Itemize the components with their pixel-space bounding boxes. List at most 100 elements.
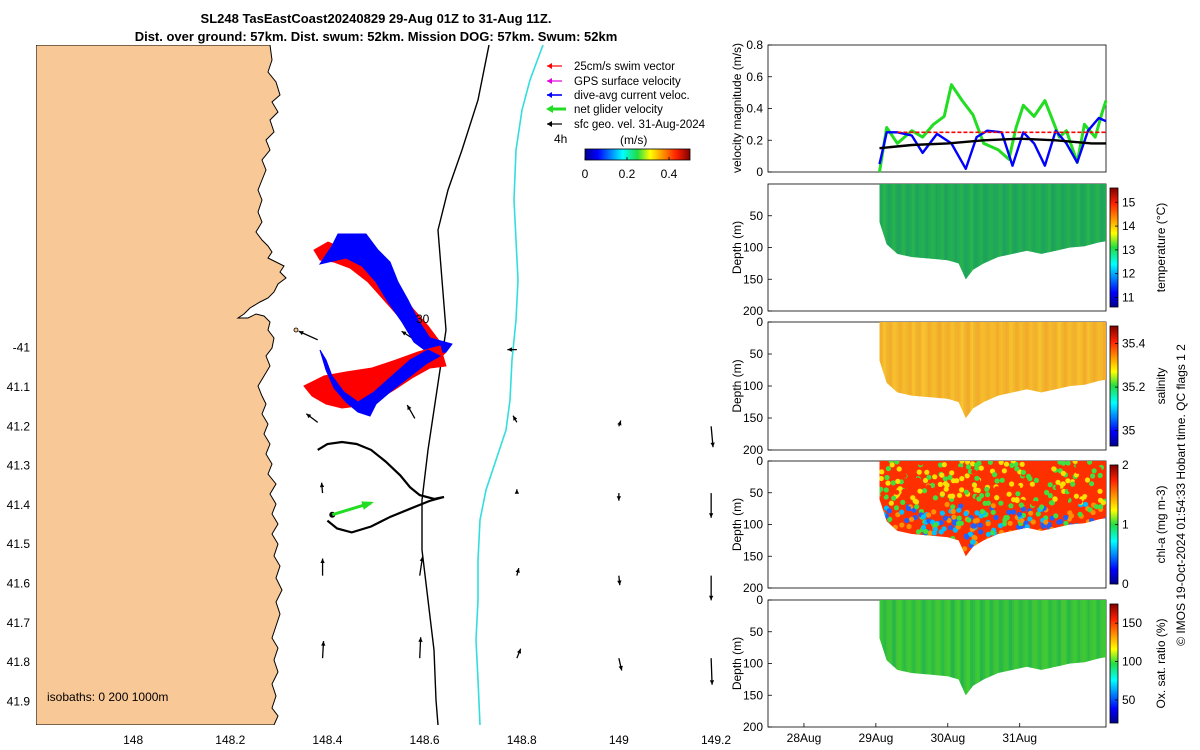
section-cast-stripe: [892, 184, 898, 280]
land-tasmania: [36, 45, 287, 725]
legend-label-gps: GPS surface velocity: [574, 76, 681, 88]
section-sample-dot: [978, 465, 984, 471]
section-cast-stripe: [1044, 184, 1050, 280]
section-cast-stripe: [1060, 322, 1066, 418]
section-sample-dot: [879, 486, 884, 492]
section-sample-dot: [1060, 461, 1067, 466]
section-cast-stripe: [1038, 322, 1043, 418]
legend-label-geo: sfc geo. vel. 31-Aug-2024: [574, 119, 706, 131]
section-cast-stripe: [924, 184, 930, 280]
section-cast-stripe: [953, 184, 959, 280]
section-sample-dot: [887, 516, 893, 523]
section-cast-stripe: [950, 184, 956, 280]
section-sample-dot: [932, 495, 939, 501]
section-sample-dot: [1010, 509, 1017, 515]
map-y-tick-label: 41.7: [7, 616, 31, 630]
map-legend: 25cm/s swim vector GPS surface velocity …: [546, 61, 706, 181]
section-sample-dot: [998, 461, 1004, 465]
section-cast-stripe: [1028, 322, 1034, 418]
map-y-tick-label: 41.5: [7, 537, 31, 551]
section-sample-dot: [994, 486, 1000, 492]
section-sample-dot: [1030, 501, 1037, 507]
section-cast-stripe: [908, 322, 914, 418]
section-sample-dot: [1030, 519, 1036, 525]
geo-vector-head: [407, 405, 412, 411]
section-cast-stripe: [941, 322, 946, 418]
section-sample-dot: [1040, 523, 1047, 529]
geo-vector-layer: [298, 330, 715, 685]
map-x-tick-label: 149.2: [701, 733, 731, 747]
section-sample-dot: [926, 474, 932, 480]
section-cast-stripe: [996, 184, 1001, 280]
section-sample-dot: [885, 480, 891, 486]
section-sample-dot: [933, 522, 939, 528]
section-sample-dot: [1098, 504, 1104, 510]
section-cast-stripe: [989, 600, 995, 696]
section-y-tick-label: 150: [743, 549, 763, 563]
section-sample-dot: [993, 514, 999, 521]
section-colorbar-tick-label: 50: [1122, 693, 1136, 707]
section-sample-dot: [963, 489, 970, 495]
section-sample-dot: [1001, 468, 1008, 474]
section-cast-stripe: [928, 322, 933, 418]
section-cast-stripe: [950, 600, 956, 696]
section-sample-dot: [939, 510, 946, 516]
section-sample-dot: [896, 466, 902, 472]
dive-current-cloud-south: [319, 349, 442, 417]
section-sample-dot: [1039, 474, 1045, 480]
geo-vector-head: [306, 413, 312, 419]
section-sample-dot: [990, 491, 996, 497]
section-cast-stripe: [895, 600, 901, 696]
velocity-axes: [767, 44, 1107, 173]
section-cast-stripe: [1005, 184, 1011, 280]
section-sample-dot: [1055, 479, 1061, 485]
velocity-panel: 0 0.2 0.4 0.6 0.8 velocity magnitude (m/s): [730, 38, 1108, 179]
section-x-tick-label: 31Aug: [1002, 731, 1037, 745]
section-colorbar-tick-label: 100: [1122, 655, 1142, 669]
section-x-tick-label: 30Aug: [930, 731, 965, 745]
section-cast-stripe: [960, 322, 966, 418]
section-cast-stripe: [1047, 600, 1053, 696]
section-cast-stripe: [915, 184, 921, 280]
net-velocity-arrowhead: [361, 501, 374, 510]
section-sample-dot: [1090, 509, 1096, 516]
section-cast-stripe: [1028, 600, 1034, 696]
section-sample-dot: [1097, 488, 1103, 494]
section-cast-stripe: [885, 184, 891, 280]
section-sample-dot: [944, 482, 950, 488]
section-sample-dot: [1081, 487, 1087, 493]
section-sample-dot: [1089, 481, 1095, 487]
section-cast-stripe: [1012, 322, 1018, 418]
section-sample-dot: [916, 469, 922, 475]
section-sample-dot: [900, 499, 906, 505]
section-sample-dot: [888, 500, 894, 506]
section-cast-stripe: [1034, 600, 1040, 696]
section-cast-stripe: [1051, 184, 1056, 280]
section-y-tick-label: 150: [743, 688, 763, 702]
section-cast-stripe: [1063, 184, 1069, 280]
title-line-2: Dist. over ground: 57km. Dist. swum: 52k…: [135, 29, 618, 44]
section-cast-stripe: [1093, 322, 1099, 418]
section-cast-stripe: [1063, 600, 1069, 696]
section-cast-stripe: [963, 322, 969, 418]
section-sample-dot: [1019, 461, 1025, 467]
section-sample-dot: [926, 512, 932, 518]
section-sample-dot: [950, 504, 956, 510]
section-sample-dot: [982, 500, 988, 506]
geo-vector-head: [321, 641, 326, 646]
legend-label-net: net glider velocity: [574, 104, 663, 116]
section-sample-dot: [1075, 463, 1081, 469]
section-sample-dot: [1064, 494, 1070, 500]
section-sample-dot: [893, 505, 900, 511]
section-cast-stripe: [976, 322, 982, 418]
section-sample-dot: [1020, 469, 1026, 475]
section-cast-stripe: [1076, 600, 1082, 696]
section-sample-dot: [1049, 515, 1055, 521]
geo-vector-head: [319, 482, 325, 488]
section-sample-dot: [884, 474, 890, 481]
section-cast-stripe: [918, 184, 924, 280]
section-sample-dot: [1016, 511, 1023, 517]
section-cast-stripe: [1051, 322, 1056, 418]
section-sample-dot: [959, 487, 965, 493]
